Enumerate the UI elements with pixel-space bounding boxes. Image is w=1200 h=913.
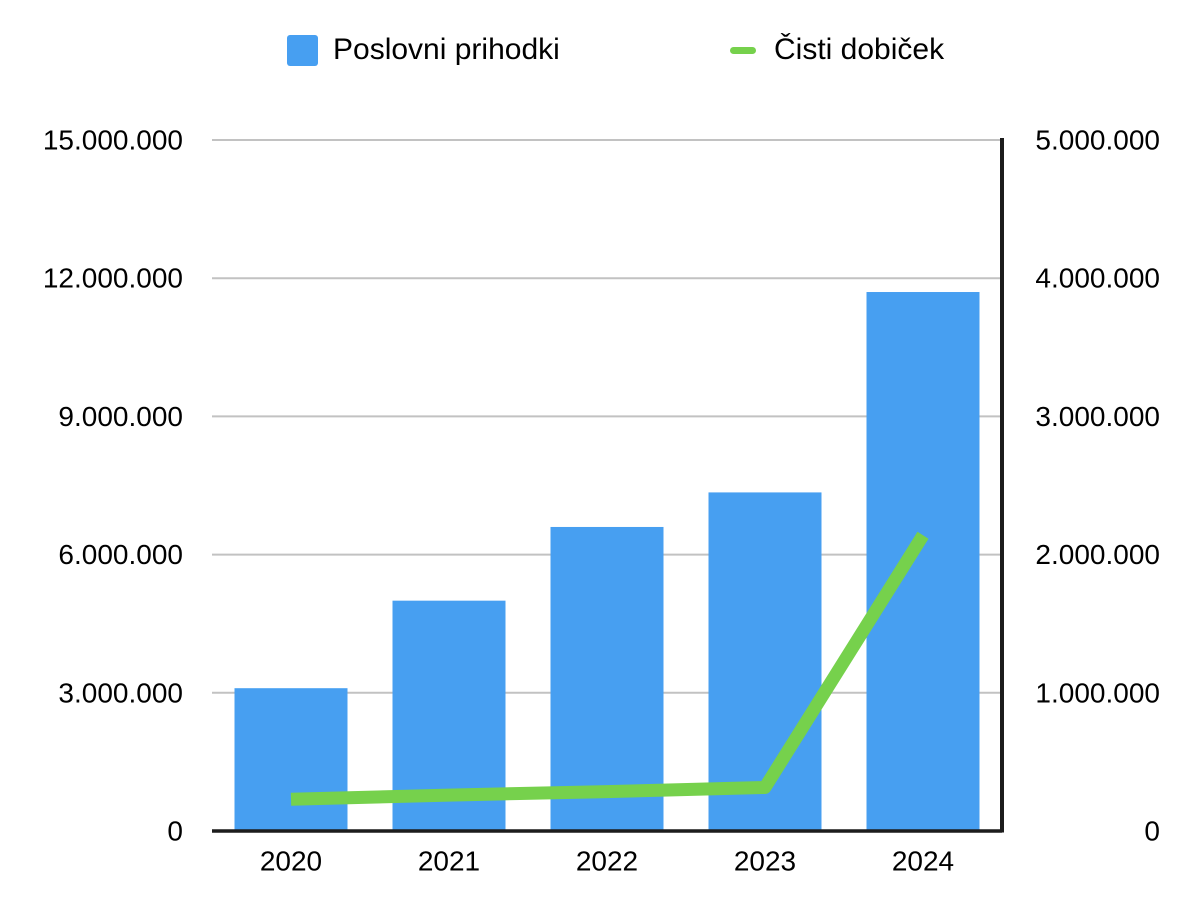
right-axis-tick-label: 0: [1144, 816, 1160, 847]
right-axis-tick-label: 2.000.000: [1035, 539, 1160, 570]
left-axis-tick-label: 12.000.000: [43, 263, 183, 294]
legend-item-poslovni-prihodki[interactable]: Poslovni prihodki: [287, 33, 560, 67]
net-profit-line[interactable]: [290, 531, 929, 806]
legend-label-cisti-dobicek: Čisti dobiček: [774, 33, 945, 66]
right-axis-tick-label: 4.000.000: [1035, 263, 1160, 294]
x-axis-label-2023: 2023: [734, 846, 796, 877]
right-axis-tick-label: 1.000.000: [1035, 677, 1160, 708]
bar-2024[interactable]: [866, 292, 980, 831]
left-axis-tick-label: 15.000.000: [43, 125, 183, 156]
chart-legend: Poslovni prihodki Čisti dobiček: [0, 0, 1200, 80]
left-axis-tick-label: 9.000.000: [58, 401, 183, 432]
left-axis-tick-label: 0: [167, 816, 183, 847]
legend-item-cisti-dobicek[interactable]: Čisti dobiček: [730, 33, 944, 67]
left-axis-tick-label: 3.000.000: [58, 677, 183, 708]
right-axis-tick-label: 5.000.000: [1035, 125, 1160, 156]
x-axis-label-2024: 2024: [892, 846, 954, 877]
bar-2022[interactable]: [550, 526, 664, 831]
right-axis-tick-label: 3.000.000: [1035, 401, 1160, 432]
bar-2020[interactable]: [234, 688, 348, 831]
left-axis-tick-label: 6.000.000: [58, 539, 183, 570]
line-series-swatch-icon: [730, 46, 756, 54]
legend-label-poslovni-prihodki: Poslovni prihodki: [333, 33, 560, 66]
x-axis-label-2021: 2021: [418, 846, 480, 877]
bar-2023[interactable]: [708, 492, 822, 831]
bar-series-swatch-icon: [287, 34, 318, 66]
x-axis-label-2022: 2022: [576, 846, 638, 877]
x-axis-label-2020: 2020: [260, 846, 322, 877]
